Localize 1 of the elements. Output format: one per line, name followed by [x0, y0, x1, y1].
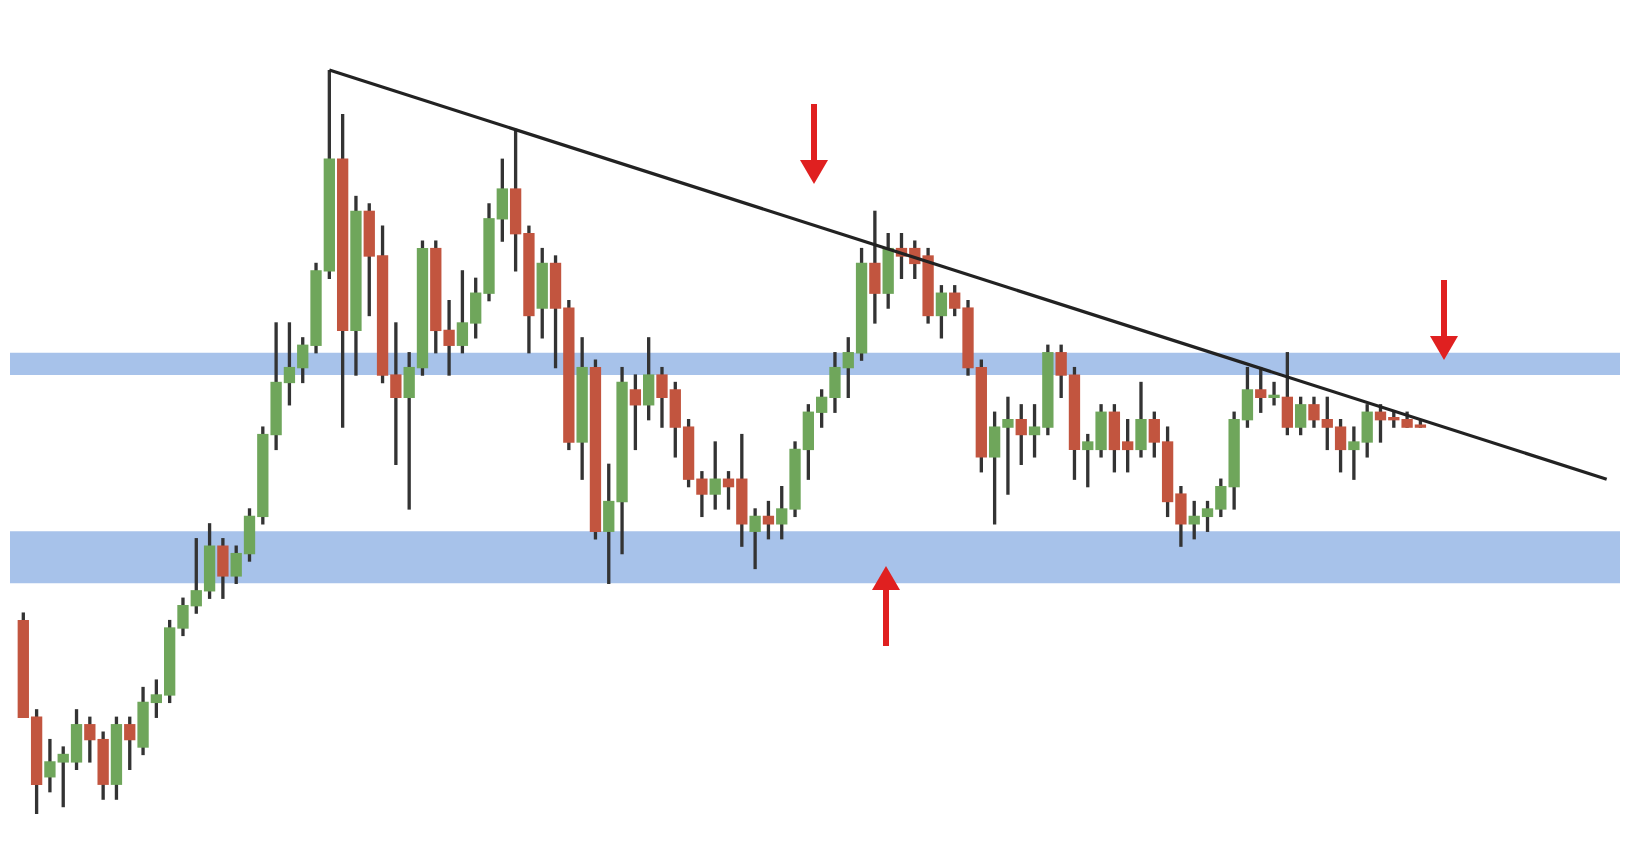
candlestick [1268, 381, 1280, 406]
